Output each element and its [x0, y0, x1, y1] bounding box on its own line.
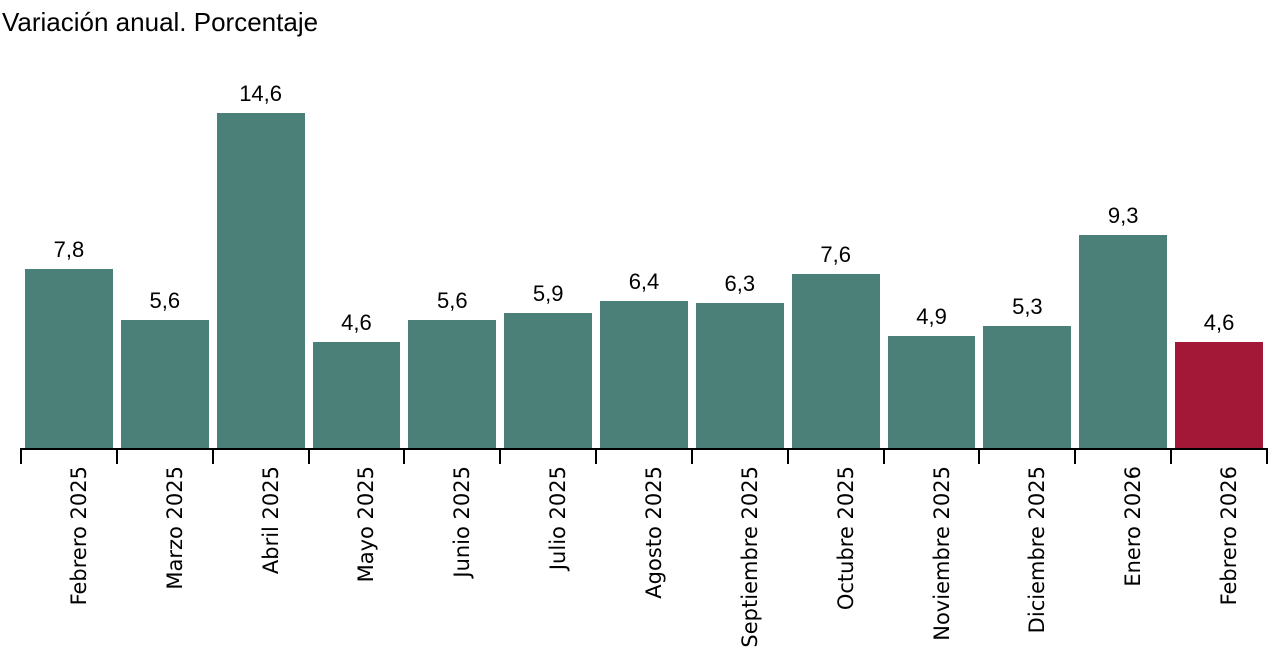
- bar-value-label: 5,6: [437, 288, 468, 313]
- bar-value-label: 6,4: [628, 269, 660, 294]
- x-axis-category-label: Agosto 2025: [642, 466, 666, 599]
- x-axis-category-label: Diciembre 2025: [1025, 466, 1050, 634]
- bar[interactable]: [791, 274, 880, 448]
- bar[interactable]: [120, 320, 209, 448]
- bar-value-label: 4,9: [916, 304, 947, 329]
- x-axis-tick: [882, 448, 885, 464]
- x-axis-tick: [595, 448, 598, 464]
- chart-title: Variación anual. Porcentaje: [2, 7, 319, 37]
- x-axis-tick: [978, 448, 981, 464]
- bar-value-label: 5,6: [149, 288, 181, 313]
- x-axis-tick: [1266, 448, 1268, 464]
- x-axis-tick: [499, 448, 502, 464]
- bar-highlight[interactable]: [1175, 342, 1263, 448]
- bar-value-label: 9,3: [1107, 203, 1139, 228]
- x-axis-category-label: Octubre 2025: [833, 466, 858, 611]
- bar-value-label: 7,6: [820, 242, 851, 267]
- bar[interactable]: [312, 342, 401, 448]
- x-axis-tick: [1170, 448, 1173, 464]
- x-axis-category-label: Julio 2025: [546, 466, 571, 571]
- x-axis-category-label: Septiembre 2025: [737, 466, 762, 648]
- x-axis-tick: [1074, 448, 1077, 464]
- bar[interactable]: [600, 301, 688, 448]
- bar-value-label: 7,8: [53, 237, 85, 262]
- x-axis-line: [21, 448, 1267, 450]
- x-axis-tick: [20, 448, 22, 464]
- x-axis-tick: [690, 448, 693, 464]
- bar-value-label: 4,6: [1203, 310, 1235, 335]
- x-axis-category-label: Abril 2025: [258, 466, 283, 575]
- bar[interactable]: [1079, 235, 1168, 448]
- x-axis-tick: [786, 448, 789, 464]
- bar[interactable]: [504, 313, 593, 448]
- bar[interactable]: [408, 320, 497, 448]
- x-axis-category-label: Junio 2025: [450, 466, 475, 578]
- x-axis-category-label: Febrero 2025: [66, 466, 91, 606]
- bar[interactable]: [983, 326, 1072, 448]
- x-axis-category-label: Marzo 2025: [162, 466, 187, 590]
- bar[interactable]: [887, 336, 976, 448]
- bar[interactable]: [695, 303, 784, 448]
- x-axis-category-label: Noviembre 2025: [929, 466, 954, 641]
- x-axis-category-label: Febrero 2026: [1217, 466, 1242, 606]
- x-axis-tick: [211, 448, 214, 464]
- bar-value-label: 14,6: [239, 81, 283, 106]
- bar[interactable]: [216, 113, 305, 448]
- x-axis-category-label: Mayo 2025: [354, 466, 379, 583]
- bar[interactable]: [25, 269, 113, 448]
- bar-value-label: 6,3: [724, 271, 756, 296]
- bar-value-label: 5,9: [532, 281, 564, 306]
- x-axis-tick: [307, 448, 310, 464]
- x-axis-tick: [115, 448, 118, 464]
- x-axis-tick: [403, 448, 406, 464]
- bar-value-label: 5,3: [1012, 294, 1043, 319]
- bar-value-label: 4,6: [341, 310, 372, 335]
- x-axis-category-label: Enero 2026: [1121, 466, 1146, 587]
